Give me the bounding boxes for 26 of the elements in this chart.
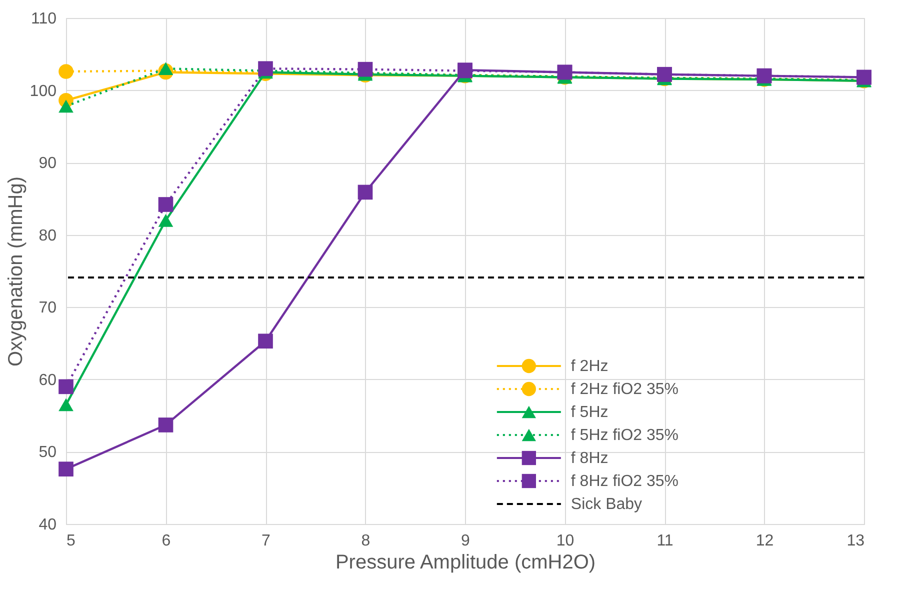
- legend-label: f 2Hz fiO2 35%: [570, 381, 679, 398]
- legend-label: f 8Hz: [570, 450, 608, 467]
- x-tick-label: 7: [262, 532, 271, 550]
- x-tick-label: 9: [461, 532, 470, 550]
- x-tick-label: 5: [66, 532, 76, 550]
- legend-label: f 5Hz: [570, 404, 608, 421]
- x-tick-label: 13: [846, 532, 865, 550]
- legend-label: f 5Hz fiO2 35%: [570, 427, 679, 444]
- legend-label: f 2Hz: [570, 358, 608, 375]
- y-tick-label: 90: [38, 155, 57, 172]
- y-axis-title: Oxygenation (mmHg): [4, 176, 27, 367]
- y-tick-label: 100: [30, 82, 57, 100]
- x-tick-label: 8: [361, 532, 370, 550]
- legend-label: f 8Hz fiO2 35%: [570, 473, 679, 490]
- y-tick-label: 60: [38, 372, 57, 389]
- y-tick-label: 110: [30, 10, 57, 28]
- y-tick-label: 50: [38, 444, 57, 462]
- legend-label: Sick Baby: [570, 496, 642, 513]
- x-tick-label: 10: [556, 532, 574, 550]
- y-tick-label: 70: [38, 300, 57, 317]
- x-axis-title: Pressure Amplitude (cmH2O): [335, 552, 596, 574]
- y-tick-label: 40: [38, 516, 57, 534]
- y-tick-label: 80: [38, 227, 57, 244]
- x-tick-label: 12: [756, 532, 774, 550]
- x-tick-label: 11: [656, 532, 674, 550]
- x-tick-label: 6: [162, 532, 171, 550]
